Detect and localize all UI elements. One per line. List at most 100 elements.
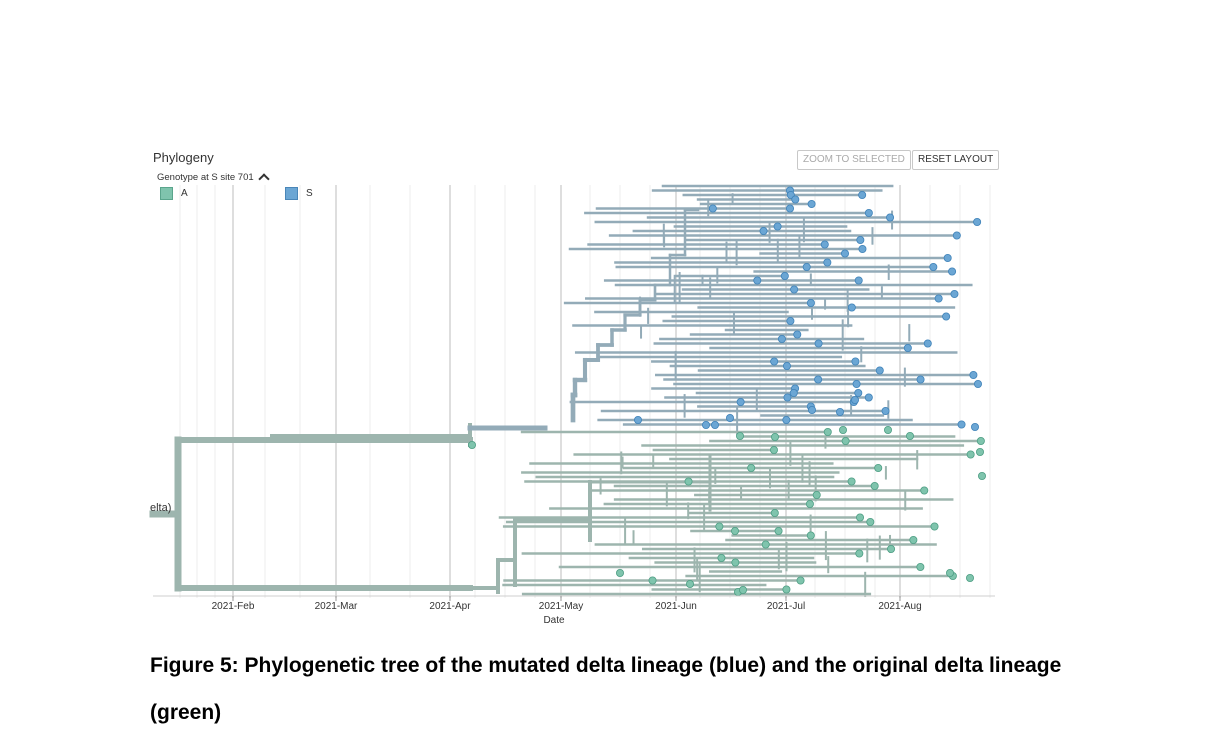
tree-tip — [923, 339, 932, 348]
tree-tip — [886, 213, 895, 222]
tree-tip — [684, 477, 693, 486]
tree-tip — [770, 508, 779, 517]
tree-tip — [786, 316, 795, 325]
tree-tip — [854, 276, 863, 285]
tree-tip — [839, 425, 848, 434]
tree-tip — [858, 244, 867, 253]
tree-tip — [807, 199, 816, 208]
legend-heading[interactable]: Genotype at S site 701 — [157, 171, 270, 185]
tree-tip — [467, 440, 476, 449]
tree-tip — [790, 285, 799, 294]
tree-tip — [736, 397, 745, 406]
tree-tip — [808, 405, 817, 414]
tree-tip — [708, 204, 717, 213]
tree-tip — [805, 499, 814, 508]
tree-tip — [686, 580, 695, 589]
tree-tip — [739, 586, 748, 595]
tree-tip — [946, 569, 955, 578]
legend-title: Genotype at S site 701 — [157, 171, 254, 183]
tree-tip — [769, 445, 778, 454]
tree-tip — [793, 330, 802, 339]
tree-tip — [717, 554, 726, 563]
tree-tip — [715, 522, 724, 531]
tree-tip — [858, 190, 867, 199]
legend-label-s: S — [306, 188, 313, 199]
tree-tip — [851, 395, 860, 404]
tree-tip — [864, 393, 873, 402]
tree-tip — [783, 393, 792, 402]
legend-item-a[interactable]: A — [160, 187, 188, 200]
tree-tip — [726, 413, 735, 422]
tree-tip — [731, 527, 740, 536]
grid-lines — [179, 185, 991, 598]
legend-item-s[interactable]: S — [285, 187, 313, 200]
tree-tip — [812, 490, 821, 499]
tree-tip — [957, 420, 966, 429]
tree-tip — [851, 357, 860, 366]
legend-swatch-a — [160, 187, 173, 200]
panel-title: Phylogeny — [153, 150, 214, 165]
zoom-to-selected-button[interactable]: ZOOM TO SELECTED — [797, 150, 911, 170]
tree-tip — [934, 294, 943, 303]
tree-tip — [847, 477, 856, 486]
tree-tip — [887, 545, 896, 554]
x-axis-tick-label: 2021-May — [539, 601, 583, 612]
tree-tip — [874, 463, 883, 472]
tree-tip — [875, 366, 884, 375]
tree-tip — [814, 375, 823, 384]
tree-tip — [789, 388, 798, 397]
tree-tip — [836, 407, 845, 416]
tree-tip — [773, 222, 782, 231]
tree-tip — [747, 463, 756, 472]
reset-layout-button[interactable]: RESET LAYOUT — [912, 150, 1000, 170]
tree-tip — [976, 436, 985, 445]
legend-label-a: A — [181, 188, 188, 199]
x-axis: 2021-Feb 2021-Mar 2021-Apr 2021-May 2021-Jun… — [153, 595, 995, 612]
tree-tip — [736, 431, 745, 440]
x-axis-tick-label: 2021-Mar — [315, 601, 358, 612]
tree-tips — [467, 186, 987, 597]
tree-tip — [806, 531, 815, 540]
tree-tip — [950, 289, 959, 298]
tree-tip — [761, 540, 770, 549]
tree-tip — [942, 312, 951, 321]
phylogeny-tree-chart[interactable]: 2021-Feb 2021-Mar 2021-Apr 2021-May 2021-Jun… — [0, 0, 1232, 640]
tree-tip — [802, 262, 811, 271]
tree-tip — [702, 420, 711, 429]
tree-tip — [971, 422, 980, 431]
tree-tip — [930, 522, 939, 531]
tree-tip — [841, 436, 850, 445]
tree-tip — [814, 339, 823, 348]
tree-tip — [870, 481, 879, 490]
tree-tip — [973, 379, 982, 388]
tree-tip — [634, 415, 643, 424]
x-axis-tick-label: 2021-Jun — [655, 601, 697, 612]
tree-tip — [786, 204, 795, 213]
tree-tip — [864, 208, 873, 217]
tree-tip — [854, 388, 863, 397]
tree-tip — [916, 375, 925, 384]
tree-tip — [777, 334, 786, 343]
tree-tip — [969, 370, 978, 379]
tree-tip — [806, 298, 815, 307]
tree-tip — [847, 303, 856, 312]
tree-tip — [866, 518, 875, 527]
x-axis-tick-label: 2021-Apr — [429, 601, 471, 612]
tree-tip — [948, 267, 957, 276]
tree-tip — [731, 558, 740, 567]
tree-tip — [856, 513, 865, 522]
tree-tip — [852, 379, 861, 388]
x-axis-tick-label: 2021-Aug — [878, 601, 921, 612]
tree-tip — [770, 357, 779, 366]
legend-swatch-s — [285, 187, 298, 200]
tree-tip — [771, 432, 780, 441]
tree-tip — [780, 271, 789, 280]
tree-tip — [929, 262, 938, 271]
tree-tip — [909, 536, 918, 545]
tree-tip — [823, 258, 832, 267]
tree-tip — [648, 576, 657, 585]
tree-tip — [973, 217, 982, 226]
tree-tip — [753, 276, 762, 285]
tree-tip — [616, 569, 625, 578]
tree-tip — [855, 549, 864, 558]
